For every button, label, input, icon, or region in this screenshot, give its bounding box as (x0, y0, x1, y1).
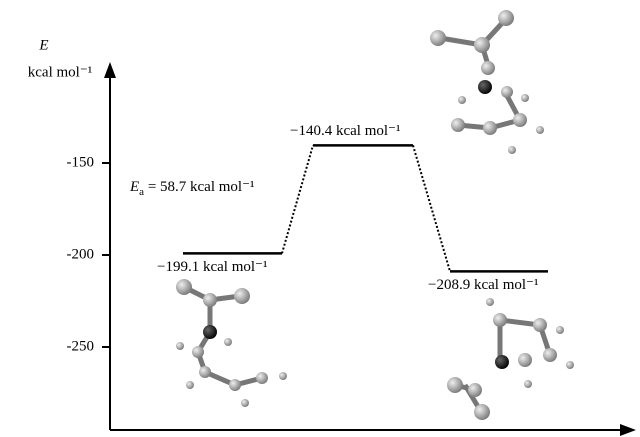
molecule-transition-state (430, 10, 544, 154)
x-axis-arrow (620, 424, 636, 436)
y-tick-label: -150 (67, 154, 95, 170)
annotation: Ea = 58.7 kcal mol⁻¹ (129, 179, 255, 197)
y-tick-label: -200 (67, 246, 95, 262)
level-label: −208.9 kcal mol⁻¹ (428, 277, 538, 293)
connector (282, 145, 313, 253)
y-axis-arrow (104, 62, 116, 78)
level-label: −199.1 kcal mol⁻¹ (157, 259, 267, 275)
y-axis-label: E (38, 37, 48, 53)
y-axis-unit: kcal mol⁻¹ (28, 64, 92, 80)
molecule-reactant (176, 279, 287, 407)
connector (413, 145, 450, 271)
chart: E kcal mol⁻¹ Ea = 58.7 kcal mol⁻¹ -150 -2… (0, 0, 640, 437)
molecule-product (447, 298, 574, 420)
annotation-text: = 58.7 kcal mol⁻¹ (144, 179, 254, 195)
level-label: −140.4 kcal mol⁻¹ (290, 123, 400, 139)
annotation-symbol: E (129, 179, 139, 195)
y-tick-label: -250 (67, 338, 95, 354)
